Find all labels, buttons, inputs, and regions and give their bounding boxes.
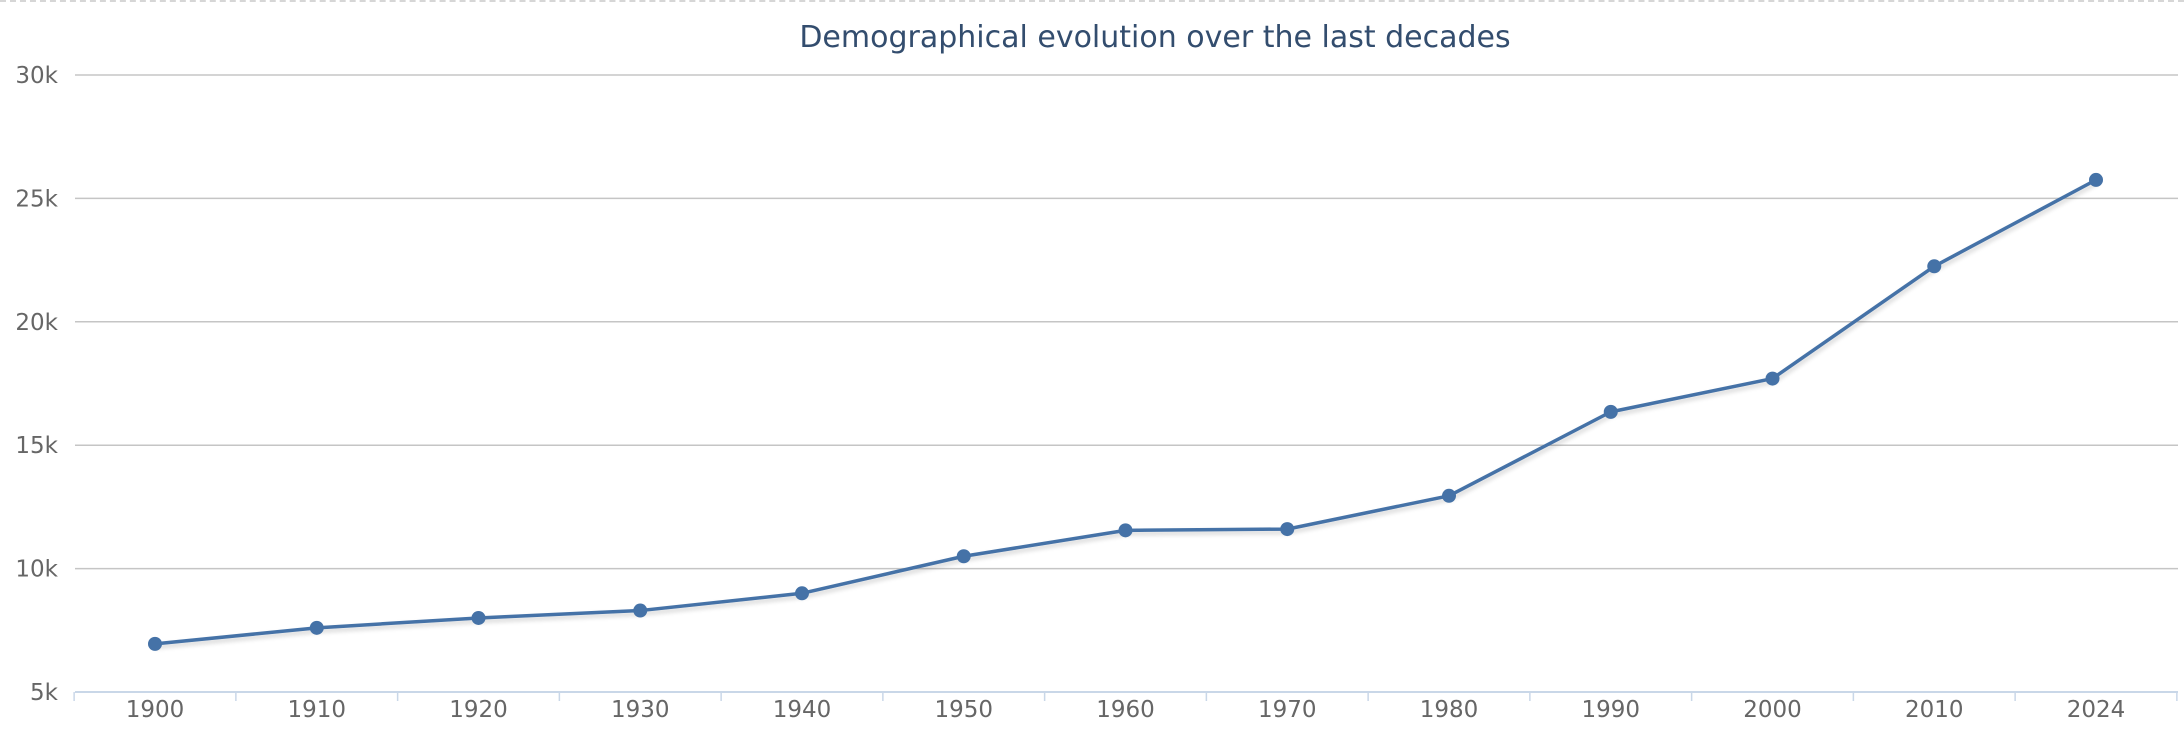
data-point-marker[interactable] xyxy=(471,610,486,625)
series-group xyxy=(148,172,2103,651)
x-tick-label: 1960 xyxy=(1096,697,1155,723)
x-axis-labels: 1900 1910 1920 1930 1940 1950 1960 1970 1980 1990… xyxy=(126,697,2126,723)
data-point-marker[interactable] xyxy=(2089,172,2103,187)
y-tick-label: 30k xyxy=(15,63,58,89)
series-line xyxy=(153,178,2098,646)
y-tick-label: 20k xyxy=(15,310,58,336)
data-point-marker[interactable] xyxy=(1927,259,1942,274)
data-point-marker[interactable] xyxy=(1442,488,1456,503)
y-tick-label: 5k xyxy=(30,680,59,706)
data-point-marker[interactable] xyxy=(309,620,324,635)
data-point-marker[interactable] xyxy=(1603,404,1618,419)
x-tick-label: 1930 xyxy=(611,697,670,723)
data-point-marker[interactable] xyxy=(1765,371,1780,386)
data-point-marker[interactable] xyxy=(633,603,648,618)
x-tick-label: 1980 xyxy=(1420,697,1479,723)
x-axis xyxy=(73,691,2178,701)
data-point-marker[interactable] xyxy=(795,586,809,601)
data-point-marker[interactable] xyxy=(956,549,971,564)
x-tick-label: 1920 xyxy=(449,697,508,723)
y-tick-label: 15k xyxy=(15,433,58,459)
x-tick-label: 2000 xyxy=(1743,697,1802,723)
data-point-marker[interactable] xyxy=(148,636,162,651)
y-tick-label: 10k xyxy=(15,557,58,583)
x-tick-label: 1990 xyxy=(1581,697,1640,723)
x-tick-label: 2024 xyxy=(2067,697,2126,723)
x-tick-label: 2010 xyxy=(1905,697,1964,723)
x-tick-label: 1950 xyxy=(934,697,993,723)
y-gridlines xyxy=(75,74,2178,570)
data-point-marker[interactable] xyxy=(1280,522,1295,537)
y-tick-label: 25k xyxy=(15,186,58,212)
x-tick-label: 1970 xyxy=(1258,697,1317,723)
y-axis-labels: 5k 10k 15k 20k 25k 30k xyxy=(15,63,58,706)
x-tick-label: 1940 xyxy=(773,697,832,723)
x-tick-label: 1910 xyxy=(287,697,346,723)
data-point-marker[interactable] xyxy=(1118,523,1133,538)
x-tick-label: 1900 xyxy=(126,697,185,723)
chart-title: Demographical evolution over the last de… xyxy=(799,20,1510,55)
top-dotted-border xyxy=(0,0,2184,2)
